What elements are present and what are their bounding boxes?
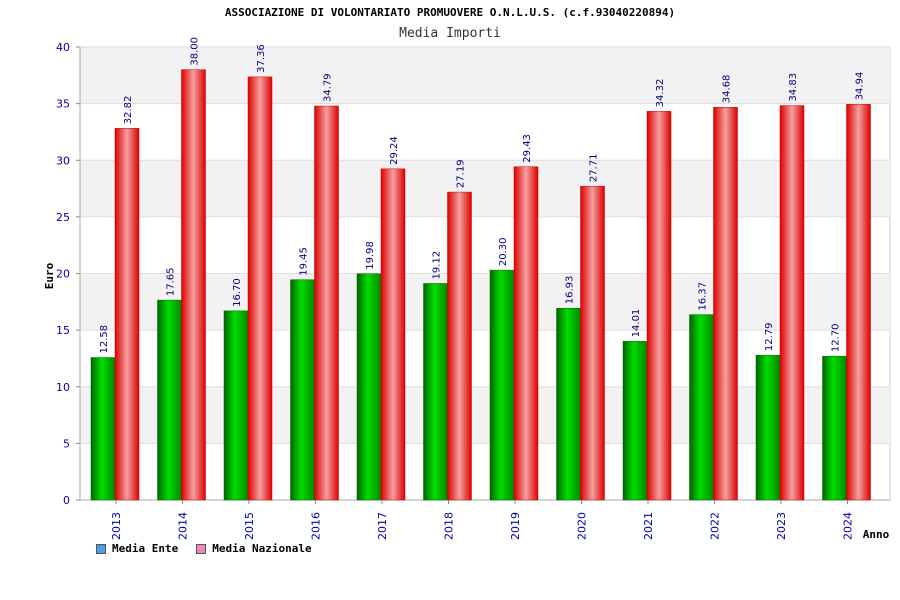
bar-media-nazionale	[314, 105, 339, 501]
data-label: 34.32	[655, 79, 666, 108]
bar-media-ente	[822, 355, 847, 501]
bar-media-nazionale	[447, 191, 472, 501]
legend-swatch-ente	[96, 543, 106, 554]
x-tick-label: 2014	[177, 512, 190, 540]
bar-media-ente	[556, 308, 581, 501]
grid-lines	[76, 46, 890, 501]
x-tick-label: 2016	[310, 512, 323, 540]
data-label: 29.43	[522, 134, 533, 163]
data-label: 16.37	[698, 282, 709, 311]
x-axis-label: Anno	[863, 528, 890, 541]
y-axis-ticks: 0 5 10 15 20 25 30 35 40	[56, 41, 70, 507]
bar-media-ente	[689, 314, 714, 501]
bar-media-ente	[755, 354, 781, 501]
y-tick-label: 10	[56, 381, 70, 394]
y-axis-label: Euro	[43, 262, 56, 289]
bars: 12.58 32.82 17.65 38.00 16.70 37.36 19.45 34.79…	[90, 37, 871, 501]
bar-media-ente	[290, 279, 315, 501]
x-tick-label: 2021	[642, 512, 655, 540]
bar-media-ente	[423, 283, 448, 501]
data-label: 34.94	[855, 72, 866, 101]
x-tick-label: 2023	[775, 512, 788, 540]
bar-media-ente	[157, 299, 182, 501]
x-tick-label: 2015	[243, 512, 256, 540]
data-label: 34.68	[722, 75, 733, 104]
data-label: 19.98	[365, 241, 376, 270]
bar-media-ente	[356, 273, 382, 501]
x-tick-label: 2024	[842, 512, 855, 540]
bar-media-nazionale	[713, 106, 738, 501]
data-label: 14.01	[631, 309, 642, 338]
data-label: 34.83	[788, 73, 799, 102]
y-tick-label: 35	[56, 98, 70, 111]
plot-band	[80, 386, 890, 444]
y-tick-label: 15	[56, 324, 70, 337]
y-tick-label: 25	[56, 211, 70, 224]
data-label: 12.79	[764, 323, 775, 352]
plot-band	[80, 160, 890, 217]
legend: Media Ente Media Nazionale	[96, 542, 312, 555]
legend-item-nazionale: Media Nazionale	[196, 542, 312, 555]
bar-media-ente	[489, 269, 515, 501]
data-label: 27.71	[589, 154, 600, 183]
bar-media-nazionale	[513, 166, 539, 501]
data-label: 16.70	[232, 278, 243, 307]
y-tick-label: 0	[63, 494, 70, 507]
bar-media-ente	[90, 357, 116, 501]
plot-band	[80, 47, 890, 104]
y-tick-label: 20	[56, 268, 70, 281]
data-label: 34.79	[323, 73, 334, 102]
x-tick-label: 2019	[509, 512, 522, 540]
x-tick-label: 2020	[576, 512, 589, 540]
data-label: 29.24	[389, 136, 400, 165]
y-tick-label: 5	[63, 437, 70, 450]
x-axis-ticks: 2013 2014 2015 2016 2017 2018 2019 2020 2021 2022…	[110, 500, 855, 540]
legend-item-ente: Media Ente	[96, 542, 178, 555]
data-label: 16.93	[565, 276, 576, 305]
bar-media-nazionale	[247, 76, 273, 501]
data-label: 19.45	[299, 247, 310, 276]
legend-label-ente: Media Ente	[112, 542, 179, 555]
x-tick-label: 2017	[376, 512, 389, 540]
data-label: 37.36	[256, 44, 267, 73]
bar-media-nazionale	[846, 104, 871, 501]
data-label: 32.82	[123, 96, 134, 125]
data-label: 38.00	[190, 37, 201, 66]
bar-media-ente	[622, 341, 648, 501]
chart-title: ASSOCIAZIONE DI VOLONTARIATO PROMUOVERE …	[225, 6, 675, 19]
data-label: 20.30	[498, 237, 509, 266]
y-tick-label: 30	[56, 154, 70, 167]
data-label: 27.19	[456, 159, 467, 188]
bar-media-nazionale	[181, 69, 206, 501]
bar-media-ente	[223, 310, 249, 501]
bar-media-nazionale	[580, 185, 605, 501]
chart-subtitle: Media Importi	[399, 26, 501, 41]
bar-media-nazionale	[380, 168, 406, 501]
data-label: 12.58	[99, 325, 110, 354]
data-label: 17.65	[166, 267, 177, 296]
legend-label-nazionale: Media Nazionale	[212, 542, 312, 555]
y-tick-label: 40	[56, 41, 70, 54]
data-label: 12.70	[831, 324, 842, 353]
x-tick-label: 2018	[443, 512, 456, 540]
bar-media-nazionale	[114, 128, 140, 501]
bar-media-nazionale	[646, 111, 672, 501]
x-tick-label: 2013	[110, 512, 123, 540]
legend-swatch-nazionale	[196, 543, 207, 554]
bar-media-nazionale	[779, 105, 805, 501]
x-tick-label: 2022	[709, 512, 722, 540]
plot-band	[80, 273, 890, 331]
data-label: 19.12	[432, 251, 443, 280]
